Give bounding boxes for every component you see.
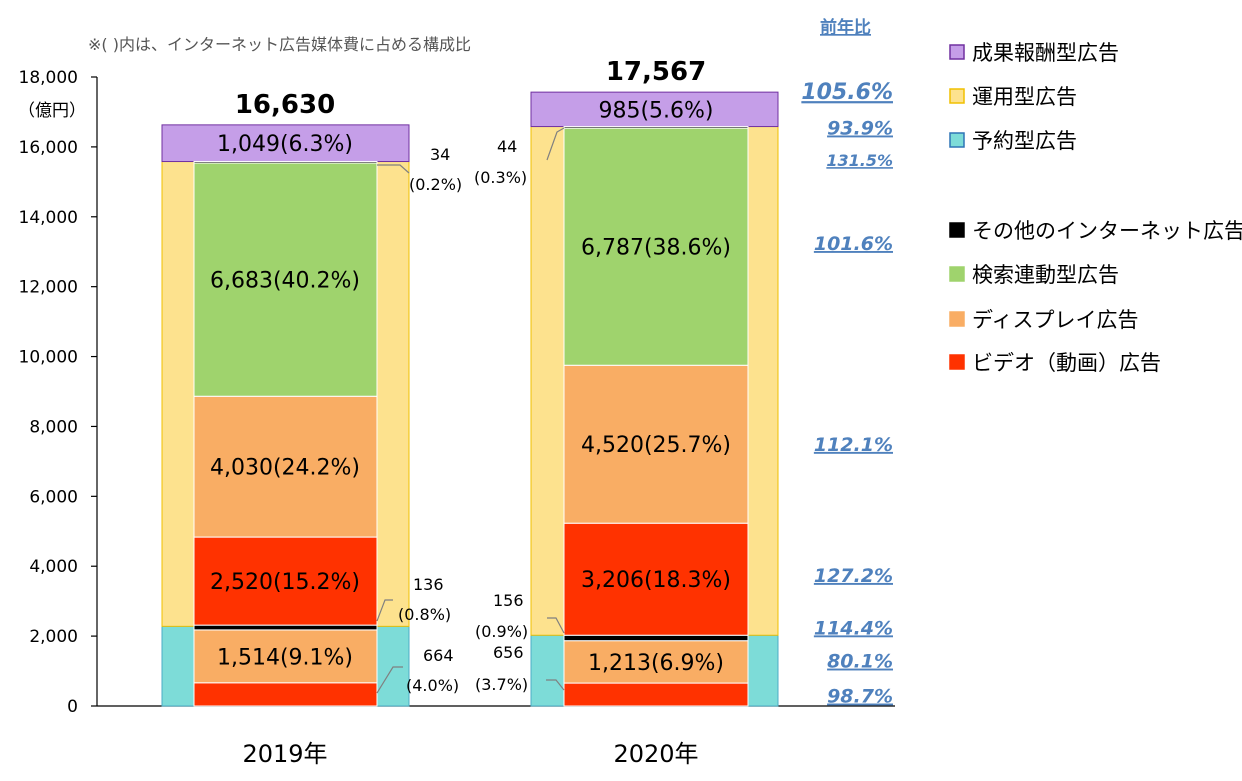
legend-label: 予約型広告: [972, 129, 1077, 153]
bar-total-label: 16,630: [235, 90, 335, 120]
yoy-label: 114.4%: [814, 617, 893, 639]
legend-label: 検索連動型広告: [972, 263, 1119, 287]
display-unyo-label: 4,520(25.7%): [581, 433, 731, 458]
y-tick-label: 0: [67, 697, 78, 717]
callout-leader: [377, 164, 410, 174]
yoy-label: 101.6%: [814, 233, 893, 255]
callout-share: (0.8%): [398, 605, 451, 624]
seika-segment: [530, 91, 779, 128]
x-category-label: 2019年: [242, 740, 327, 768]
legend-label: その他のインターネット広告: [972, 219, 1242, 243]
yoy-label: 98.7%: [827, 686, 893, 708]
display-segment: [193, 629, 378, 684]
bars: 1,049(6.3%) 6,683(40.2%) 4,030(24.2%) 2,520…: [161, 57, 779, 768]
callout-leader: [546, 127, 565, 161]
seika-segment: [161, 124, 410, 163]
search-segment: [563, 127, 749, 366]
x-category-label: 2020年: [613, 740, 698, 768]
seika-label: 1,049(6.3%): [217, 132, 353, 157]
yoy-label: 127.2%: [814, 565, 893, 587]
display-unyo-label: 4,030(24.2%): [210, 456, 360, 481]
yoy-label: 105.6%: [801, 80, 893, 105]
callout-value: 656: [493, 643, 524, 662]
video-segment: [563, 682, 749, 707]
legend-swatch: [949, 311, 965, 327]
video-segment: [193, 682, 378, 707]
video-unyo-segment: [563, 522, 749, 636]
legend-swatch: [949, 354, 965, 370]
callout-share: (0.9%): [475, 622, 528, 641]
callout-leader: [376, 666, 403, 694]
yoy-label: 131.5%: [826, 151, 893, 170]
video-unyo-label: 2,520(15.2%): [210, 570, 360, 595]
search-segment: [193, 162, 378, 397]
callout-share: (0.3%): [474, 168, 527, 187]
callout-share: (4.0%): [406, 676, 459, 695]
callout-leader: [546, 679, 565, 691]
y-tick-label: 12,000: [19, 278, 78, 298]
legend-swatch: [949, 132, 965, 148]
y-tick-label: 2,000: [29, 627, 78, 647]
other-top-segment: [193, 161, 378, 164]
callout-share: (0.2%): [409, 175, 462, 194]
search-label: 6,787(38.6%): [581, 236, 731, 261]
legend: 成果報酬型広告運用型広告予約型広告その他のインターネット広告検索連動型広告ディス…: [949, 41, 1242, 375]
display-yoyaku-label: 1,213(6.9%): [588, 651, 724, 676]
legend-label: 成果報酬型広告: [972, 41, 1119, 65]
callout-value: 664: [423, 646, 454, 665]
display-yoyaku-label: 1,514(9.1%): [217, 645, 353, 670]
search-label: 6,683(40.2%): [210, 268, 360, 293]
callout-leader: [376, 599, 393, 622]
other-top-segment: [563, 126, 749, 129]
chart-note: ※( )内は、インターネット広告媒体費に占める構成比: [88, 35, 471, 54]
display-unyo-segment: [193, 395, 378, 538]
yoy-labels: 105.6% 93.9% 131.5% 101.6% 112.1% 127.2% 114.4…: [801, 80, 893, 707]
y-axis: 0 2,000 4,000 6,000 8,000 10,000 12,000 14,000 1…: [19, 68, 895, 717]
legend-swatch: [949, 44, 965, 60]
callout-value: 136: [413, 575, 444, 594]
yoy-label: 112.1%: [814, 434, 893, 456]
legend-swatch: [949, 266, 965, 282]
y-tick-label: 10,000: [19, 348, 78, 368]
y-tick-label: 8,000: [29, 417, 78, 437]
bar-total-label: 17,567: [606, 57, 706, 87]
legend-label: ディスプレイ広告: [972, 308, 1139, 332]
video-unyo-label: 3,206(18.3%): [581, 568, 731, 593]
yoy-header: 前年比: [820, 17, 871, 38]
callout-leader: [547, 617, 565, 634]
y-tick-label: 4,000: [29, 557, 78, 577]
y-axis-unit: （億円）: [18, 101, 86, 121]
legend-swatch: [949, 88, 965, 104]
y-tick-label: 16,000: [19, 138, 78, 158]
callout-value: 34: [430, 145, 450, 164]
callout-share: (3.7%): [475, 675, 528, 694]
seika-label: 985(5.6%): [598, 98, 713, 123]
legend-label: ビデオ（動画）広告: [972, 351, 1161, 375]
callout-value: 44: [497, 137, 517, 156]
y-tick-label: 18,000: [19, 68, 78, 88]
video-unyo-segment: [193, 536, 378, 626]
legend-label: 運用型広告: [972, 85, 1077, 109]
legend-swatch: [949, 222, 965, 238]
other-segment: [563, 634, 749, 642]
display-unyo-segment: [563, 364, 749, 524]
yoy-label: 80.1%: [827, 651, 893, 673]
y-tick-label: 14,000: [19, 208, 78, 228]
other-segment: [193, 624, 378, 631]
callout-value: 156: [493, 591, 524, 610]
y-tick-label: 6,000: [29, 487, 78, 507]
yoy-label: 93.9%: [827, 117, 893, 139]
